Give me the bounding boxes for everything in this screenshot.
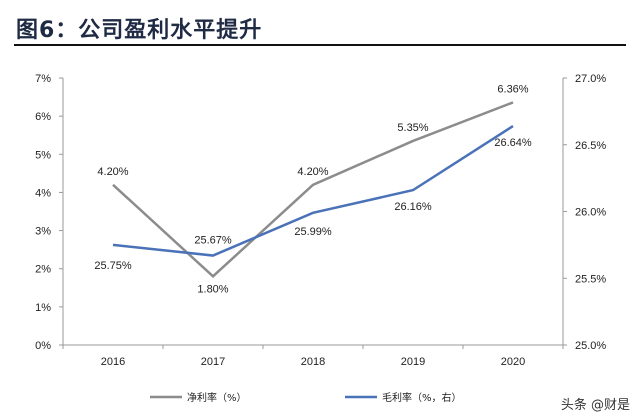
- data-label-gross-margin: 25.99%: [294, 226, 332, 238]
- series-line-net-margin: [112, 101, 514, 279]
- watermark: 头条 @财是: [560, 398, 630, 413]
- x-tick-label: 2018: [301, 356, 325, 368]
- legend-label-gross-margin: 毛利率（%，右）: [382, 391, 462, 404]
- left-tick-label: 6%: [35, 111, 51, 123]
- data-label-gross-margin: 25.67%: [194, 235, 232, 247]
- x-tick-label: 2017: [201, 356, 225, 368]
- left-tick-label: 2%: [35, 264, 51, 276]
- data-label-gross-margin: 25.75%: [94, 260, 132, 272]
- legend-label-net-margin: 净利率（%）: [187, 391, 247, 404]
- x-tick-label: 2019: [401, 356, 425, 368]
- left-tick-label: 4%: [35, 187, 51, 199]
- right-tick-label: 25.5%: [575, 273, 606, 285]
- x-tick-label: 2020: [501, 356, 525, 368]
- left-tick-label: 1%: [35, 302, 51, 314]
- title-bar: 图6：公司盈利水平提升: [14, 10, 626, 46]
- left-tick-label: 3%: [35, 226, 51, 238]
- data-label-net-margin: 1.80%: [197, 283, 228, 295]
- data-label-net-margin: 4.20%: [97, 166, 128, 178]
- left-tick-label: 0%: [35, 340, 51, 352]
- data-label-gross-margin: 26.64%: [494, 137, 532, 149]
- x-tick-label: 2016: [101, 356, 125, 368]
- data-label-gross-margin: 26.16%: [394, 201, 432, 213]
- right-tick-label: 25.0%: [575, 340, 606, 352]
- right-tick-label: 26.5%: [575, 140, 606, 152]
- data-label-net-margin: 6.36%: [497, 83, 528, 95]
- data-label-net-margin: 5.35%: [397, 122, 428, 134]
- left-tick-label: 7%: [35, 73, 51, 85]
- chart-title: 图6：公司盈利水平提升: [16, 18, 263, 43]
- right-tick-label: 26.0%: [575, 207, 606, 219]
- series-line-gross-margin: [112, 125, 514, 257]
- right-tick-label: 27.0%: [575, 73, 606, 85]
- left-tick-label: 5%: [35, 149, 51, 161]
- data-label-net-margin: 4.20%: [297, 166, 328, 178]
